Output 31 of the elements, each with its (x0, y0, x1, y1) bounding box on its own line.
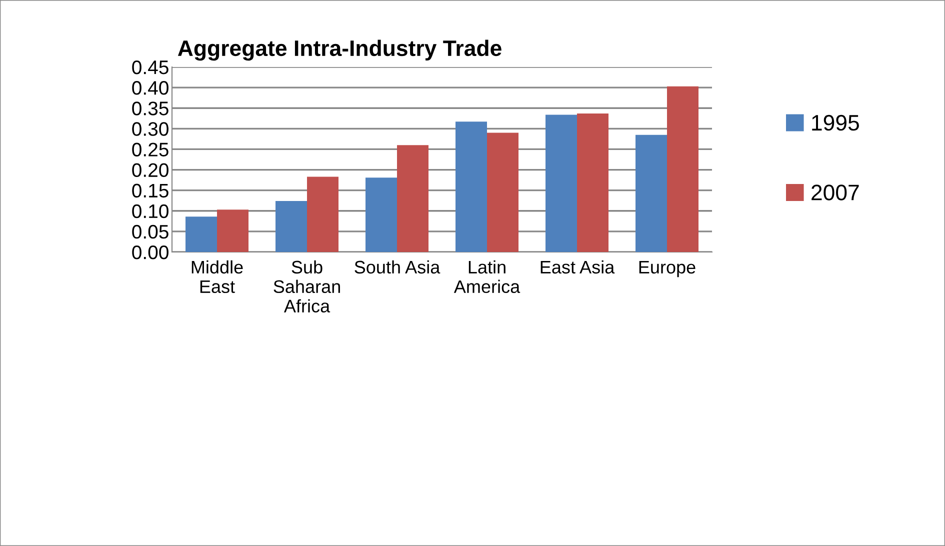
bar (366, 178, 397, 252)
bar (487, 132, 518, 252)
x-tick-label: Europe (639, 260, 696, 278)
x-tick-label: South Asia (354, 260, 440, 274)
bar (577, 113, 608, 252)
chart-title: Aggregate Intra-Industry Trade (178, 40, 502, 61)
legend-label: 1995 (812, 114, 859, 131)
bar (397, 145, 428, 252)
bar (636, 134, 667, 252)
y-tick-label: 0.40 (132, 81, 168, 95)
y-tick-label: 0.15 (132, 184, 168, 198)
bar (456, 122, 487, 252)
y-tick-label: 0.35 (132, 102, 168, 116)
x-tick-label: Middle East (192, 260, 243, 294)
y-tick-label: 0.45 (132, 60, 168, 74)
x-tick-label: East Asia (540, 260, 615, 274)
bar (667, 86, 698, 252)
x-tick-label: Latin America (454, 260, 520, 294)
y-tick-label: 0.10 (132, 204, 168, 218)
bar (546, 114, 577, 252)
x-tick-label: Sub Saharan Africa (274, 260, 340, 312)
y-tick-label: 0.20 (132, 163, 168, 178)
y-tick-label: 0.05 (132, 224, 168, 239)
bar (307, 176, 338, 252)
legend-label: 2007 (812, 184, 859, 200)
bar (186, 216, 217, 252)
bar (217, 210, 248, 252)
y-tick-label: 0.30 (132, 122, 168, 136)
y-tick-label: 0.00 (132, 245, 168, 260)
bar (276, 201, 307, 252)
y-tick-label: 0.25 (132, 142, 168, 156)
